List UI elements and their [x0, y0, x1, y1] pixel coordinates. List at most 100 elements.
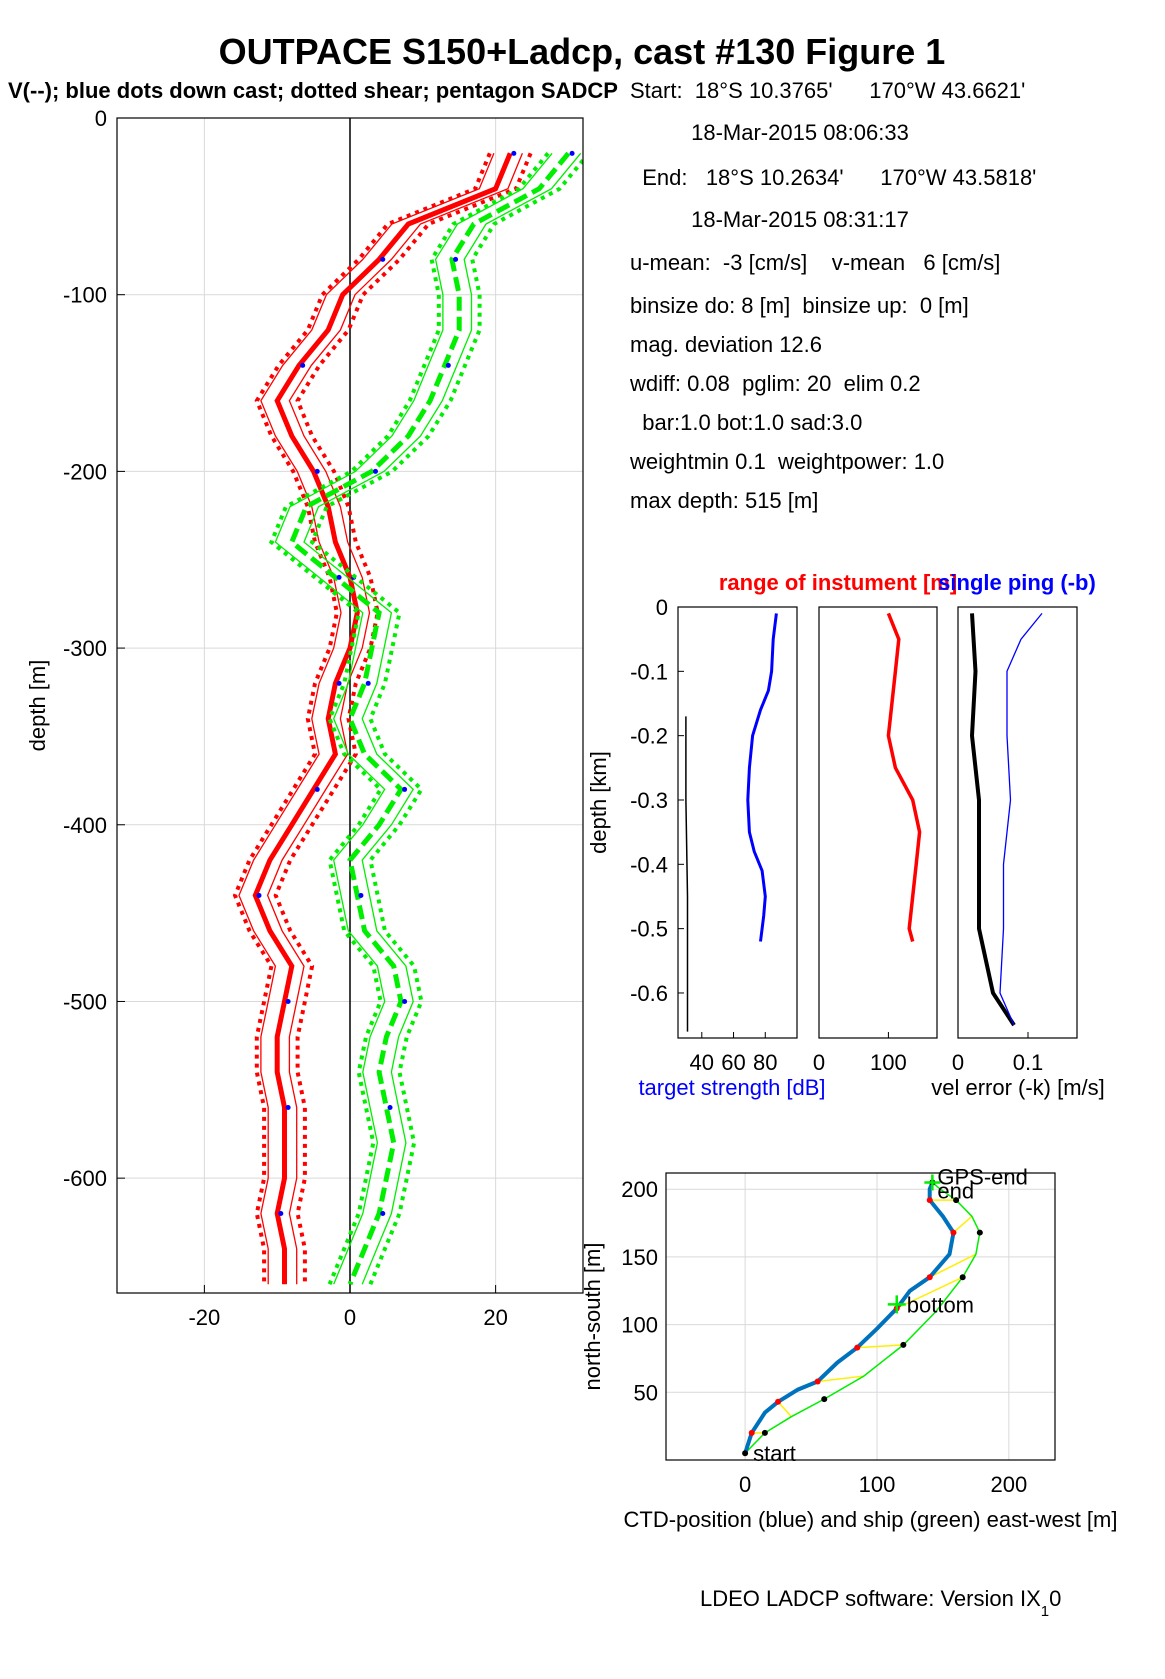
velocity-error-plot: 0 0.1	[952, 606, 1078, 1075]
start-label: start	[753, 1441, 796, 1466]
v-shear-bound	[309, 157, 583, 1285]
x-tick-label: 100	[859, 1472, 896, 1497]
downcast-dot	[285, 1104, 291, 1110]
y-tick-label: 150	[621, 1245, 658, 1270]
downcast-dot	[380, 1210, 386, 1216]
u-mean-line	[252, 152, 513, 1285]
time-link-line	[777, 1401, 792, 1418]
info-line: max depth: 515 [m]	[630, 488, 819, 513]
ship-marker	[976, 1229, 983, 1236]
range-plot: 0 100	[813, 606, 938, 1075]
downcast-dot	[300, 362, 306, 368]
u-ensemble-line	[238, 153, 495, 1285]
downcast-dot	[402, 786, 408, 792]
y-tick-label: -0.2	[630, 724, 668, 749]
x-tick-label: 80	[753, 1050, 777, 1075]
y-tick-label: -600	[63, 1166, 107, 1191]
y-tick-label: 50	[634, 1380, 658, 1405]
target-strength-plot: 40 60 80 0 -0.1 -0.2 -0.3 -0.4 -0.5 -0.6 depth [km…	[586, 570, 1105, 1100]
v-shear-bound	[268, 152, 550, 1285]
downcast-dot	[336, 680, 342, 686]
footer-text: LDEO LADCP software: Version IX10	[700, 1586, 1061, 1620]
vel-error-line	[969, 613, 1016, 1027]
ctd-marker	[814, 1378, 821, 1385]
ctd-marker	[748, 1429, 755, 1436]
x-tick-label: 20	[483, 1305, 507, 1330]
y-axis-label: depth [m]	[25, 660, 50, 752]
gps-end-marker	[924, 1174, 941, 1191]
info-line: 18-Mar-2015 08:06:33	[630, 120, 909, 145]
y-tick-label: -0.5	[630, 917, 668, 942]
gps-end-label: GPS-end	[937, 1164, 1028, 1189]
ctd-marker	[775, 1398, 782, 1405]
info-line: weightmin 0.1 weightpower: 1.0	[630, 449, 945, 474]
y-tick-label: 200	[621, 1177, 658, 1202]
downcast-dot	[380, 256, 386, 262]
downcast-dot	[445, 362, 451, 368]
end-label: end	[937, 1178, 974, 1203]
downcast-dot	[285, 998, 291, 1004]
ship-track	[744, 1181, 981, 1454]
x-tick-label: 0.1	[1013, 1050, 1044, 1075]
x-axis-label: CTD-position (blue) and ship (green) eas…	[624, 1507, 1118, 1532]
x-tick-label: 60	[721, 1050, 745, 1075]
info-line: u-mean: -3 [cm/s] v-mean 6 [cm/s]	[630, 250, 1001, 275]
y-axis-label: depth [km]	[586, 751, 611, 854]
y-tick-label: -400	[63, 813, 107, 838]
ctd-marker	[926, 1197, 933, 1204]
y-tick-label: 0	[95, 106, 107, 131]
axes-frame	[957, 606, 1078, 1039]
ship-marker	[953, 1197, 960, 1204]
downcast-dot	[358, 892, 364, 898]
y-tick-label: -200	[63, 459, 107, 484]
single-ping-title: single ping (-b)	[938, 570, 1096, 595]
vel-error-label: vel error (-k) [m/s]	[931, 1075, 1105, 1100]
x-tick-label: 0	[739, 1472, 751, 1497]
ctd-marker	[950, 1229, 957, 1236]
y-tick-label: -0.6	[630, 981, 668, 1006]
bottom-label: bottom	[907, 1292, 974, 1317]
y-tick-label: 0	[656, 595, 668, 620]
downcast-dot	[569, 150, 575, 156]
y-tick-label: -300	[63, 636, 107, 661]
downcast-dot	[256, 892, 262, 898]
range-line	[886, 612, 922, 942]
target-strength-line	[746, 613, 778, 942]
ctd-marker	[926, 1274, 933, 1281]
u-shear-bound	[232, 152, 492, 1285]
downcast-dot	[372, 468, 378, 474]
downcast-dot	[336, 574, 342, 580]
v-mean-line	[288, 151, 571, 1286]
ship-marker	[761, 1429, 768, 1436]
downcast-dot	[314, 468, 320, 474]
y-tick-label: -500	[63, 989, 107, 1014]
start-marker	[742, 1450, 749, 1457]
downcast-dot	[278, 1210, 284, 1216]
downcast-dot	[511, 150, 517, 156]
time-link-line	[929, 1253, 977, 1278]
single-ping-line	[999, 612, 1043, 1026]
info-line: Start: 18°S 10.3765' 170°W 43.6621'	[630, 78, 1026, 103]
info-line: wdiff: 0.08 pglim: 20 elim 0.2	[630, 371, 921, 396]
bottom-marker	[887, 1295, 906, 1314]
info-line: 18-Mar-2015 08:31:17	[630, 207, 909, 232]
y-tick-label: -0.4	[630, 852, 668, 877]
x-tick-label: 100	[870, 1050, 907, 1075]
x-tick-label: 0	[952, 1050, 964, 1075]
y-tick-label: -0.1	[630, 659, 668, 684]
range-title: range of instument [m]	[719, 570, 957, 595]
axes-frame	[116, 117, 584, 1294]
time-link-line	[857, 1344, 904, 1349]
ship-marker	[959, 1274, 966, 1281]
y-axis-label: north-south [m]	[580, 1243, 605, 1391]
x-tick-label: 0	[344, 1305, 356, 1330]
ship-marker	[821, 1396, 828, 1403]
axes-frame	[665, 1172, 1056, 1461]
info-line: bar:1.0 bot:1.0 sad:3.0	[630, 410, 863, 435]
downcast-dot	[314, 786, 320, 792]
axes-frame	[677, 606, 798, 1039]
range-line	[685, 716, 689, 1032]
x-tick-label: 200	[990, 1472, 1027, 1497]
